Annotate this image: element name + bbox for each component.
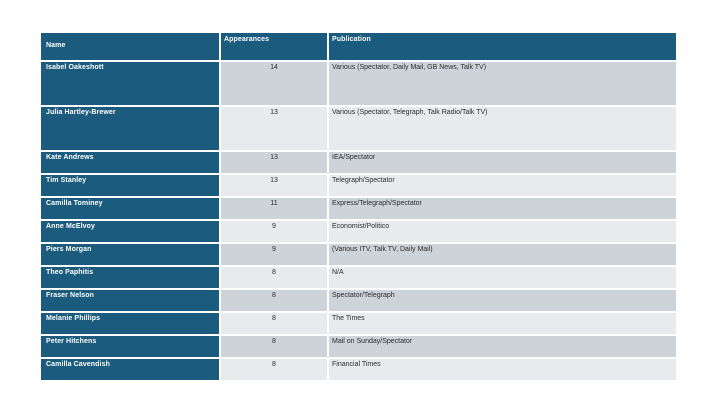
row-appearances-cell: 8	[221, 290, 327, 311]
row-name-cell: Tim Stanley	[41, 175, 219, 196]
row-appearances-cell: 9	[221, 221, 327, 242]
table-row: Camilla Tominey 11 Express/Telegraph/Spe…	[41, 198, 676, 219]
row-publication-cell: Telegraph/Spectator	[329, 175, 676, 196]
row-publication-cell: Express/Telegraph/Spectator	[329, 198, 676, 219]
row-appearances-cell: 8	[221, 267, 327, 288]
row-name-cell: Isabel Oakeshott	[41, 62, 219, 105]
table-row: Julia Hartley-Brewer 13 Various (Spectat…	[41, 107, 676, 150]
column-header-appearances: Appearances	[221, 33, 327, 60]
table-row: Camilla Cavendish 8 Financial Times	[41, 359, 676, 380]
table-row: Isabel Oakeshott 14 Various (Spectator, …	[41, 62, 676, 105]
table-row: Fraser Nelson 8 Spectator/Telegraph	[41, 290, 676, 311]
row-appearances-cell: 9	[221, 244, 327, 265]
row-name-cell: Kate Andrews	[41, 152, 219, 173]
row-appearances-cell: 8	[221, 313, 327, 334]
row-publication-cell: The Times	[329, 313, 676, 334]
table-body: Isabel Oakeshott 14 Various (Spectator, …	[41, 62, 676, 380]
table-row: Melanie Phillips 8 The Times	[41, 313, 676, 334]
row-name-cell: Theo Paphitis	[41, 267, 219, 288]
row-name-cell: Melanie Phillips	[41, 313, 219, 334]
row-publication-cell: Mail on Sunday/Spectator	[329, 336, 676, 357]
row-publication-cell: Financial Times	[329, 359, 676, 380]
row-name-cell: Julia Hartley-Brewer	[41, 107, 219, 150]
table-row: Peter Hitchens 8 Mail on Sunday/Spectato…	[41, 336, 676, 357]
row-publication-cell: (Various ITV, Talk TV, Daily Mail)	[329, 244, 676, 265]
table-header-row: Name Appearances Publication	[41, 33, 676, 60]
table-row: Piers Morgan 9 (Various ITV, Talk TV, Da…	[41, 244, 676, 265]
row-publication-cell: N/A	[329, 267, 676, 288]
row-publication-cell: Economist/Politico	[329, 221, 676, 242]
row-name-cell: Camilla Tominey	[41, 198, 219, 219]
row-appearances-cell: 8	[221, 336, 327, 357]
row-appearances-cell: 13	[221, 175, 327, 196]
row-publication-cell: Various (Spectator, Daily Mail, GB News,…	[329, 62, 676, 105]
row-name-cell: Peter Hitchens	[41, 336, 219, 357]
row-name-cell: Fraser Nelson	[41, 290, 219, 311]
row-name-cell: Camilla Cavendish	[41, 359, 219, 380]
row-appearances-cell: 14	[221, 62, 327, 105]
table-row: Kate Andrews 13 IEA/Spectator	[41, 152, 676, 173]
column-header-publication: Publication	[329, 33, 676, 60]
column-header-name: Name	[41, 33, 219, 60]
row-publication-cell: IEA/Spectator	[329, 152, 676, 173]
table-row: Tim Stanley 13 Telegraph/Spectator	[41, 175, 676, 196]
row-name-cell: Anne McElvoy	[41, 221, 219, 242]
row-appearances-cell: 11	[221, 198, 327, 219]
table-row: Anne McElvoy 9 Economist/Politico	[41, 221, 676, 242]
row-appearances-cell: 8	[221, 359, 327, 380]
row-appearances-cell: 13	[221, 152, 327, 173]
media-appearances-table: Name Appearances Publication Isabel Oake…	[41, 33, 676, 382]
row-publication-cell: Spectator/Telegraph	[329, 290, 676, 311]
row-publication-cell: Various (Spectator, Telegraph, Talk Radi…	[329, 107, 676, 150]
table-row: Theo Paphitis 8 N/A	[41, 267, 676, 288]
row-name-cell: Piers Morgan	[41, 244, 219, 265]
row-appearances-cell: 13	[221, 107, 327, 150]
